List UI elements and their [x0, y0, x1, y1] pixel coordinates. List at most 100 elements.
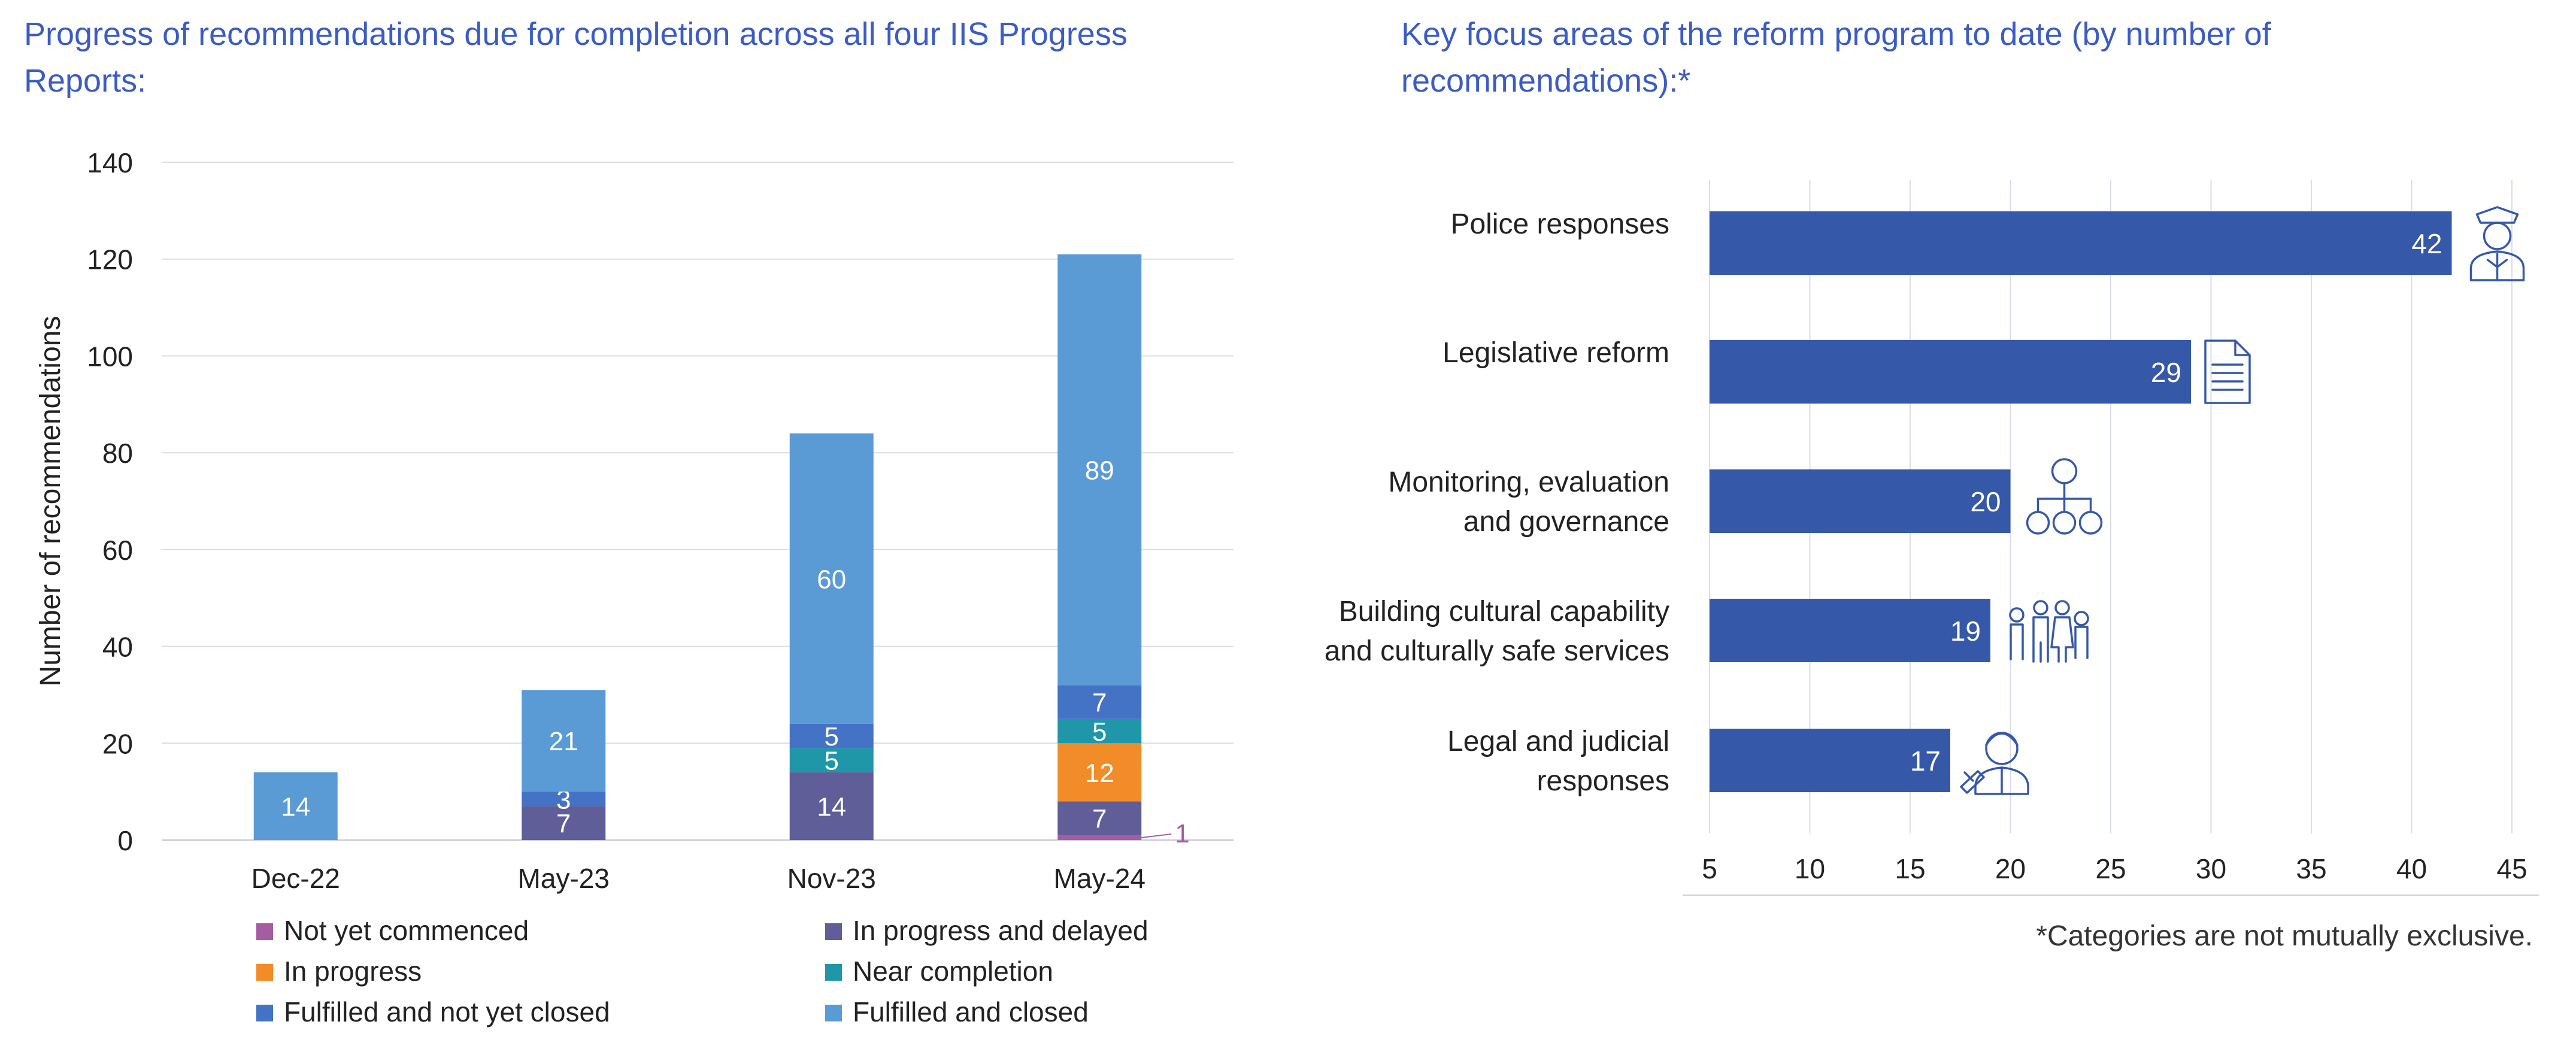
sub-person — [2026, 511, 2050, 535]
figure — [2074, 626, 2089, 659]
data-label: 29 — [2151, 357, 2181, 388]
footnote: *Categories are not mutually exclusive. — [2036, 920, 2533, 952]
bar-segment-in-progress — [1057, 743, 1142, 802]
x-tick-label: May-24 — [1054, 863, 1145, 894]
bar-segment-in-progress-and-delayed — [522, 806, 606, 840]
bar-family — [1710, 599, 1990, 662]
data-label: 19 — [1950, 616, 1981, 647]
data-label: 7 — [556, 810, 571, 839]
bar-segment-not-yet-commenced — [1057, 835, 1142, 840]
x-tick-label: 20 — [1995, 853, 2026, 884]
x-tick-label: 5 — [1702, 853, 1717, 884]
y-tick-label: 40 — [102, 632, 133, 663]
data-label: 14 — [281, 792, 310, 821]
legend-label: Not yet commenced — [284, 915, 529, 946]
bar-segment-fulfilled-and-not-yet-closed — [1057, 685, 1142, 719]
figure — [2010, 623, 2024, 660]
page-shape — [2204, 339, 2251, 404]
head-shape — [1985, 732, 2019, 765]
category-label: and culturally safe services — [1325, 635, 1669, 667]
bar-segment-fulfilled-and-closed — [522, 690, 606, 792]
legend-label: Near completion — [853, 956, 1053, 987]
legend-label: In progress — [284, 956, 422, 987]
bar-document — [1710, 340, 2191, 404]
bar-police-officer — [1710, 211, 2452, 275]
head — [2009, 607, 2025, 623]
bar-segment-fulfilled-and-closed — [253, 772, 338, 840]
x-tick-label: 45 — [2496, 853, 2527, 884]
body-shape — [2469, 250, 2525, 281]
legend-swatch-in-progress — [256, 964, 273, 981]
data-label: 5 — [1092, 717, 1107, 747]
data-label: 20 — [1970, 486, 2001, 517]
collar-shape — [2486, 253, 2508, 281]
bar-segment-fulfilled-and-closed — [1057, 254, 1142, 686]
y-tick-label: 140 — [87, 147, 133, 178]
x-tick-label: 40 — [2396, 853, 2427, 884]
left-chart-title: Progress of recommendations due for comp… — [24, 16, 1128, 99]
data-label: 89 — [1085, 456, 1114, 485]
x-tick-label: 30 — [2196, 853, 2226, 884]
data-label: 14 — [817, 792, 846, 821]
right-chart-title: Key focus areas of the reform program to… — [1401, 16, 2271, 99]
sub-person — [2078, 511, 2103, 535]
data-label: 5 — [825, 722, 839, 751]
x-tick-label: 10 — [1795, 853, 1825, 884]
cap-shape — [2475, 206, 2519, 224]
x-tick-label: Nov-23 — [787, 863, 876, 894]
data-label: 5 — [825, 747, 839, 776]
head — [2054, 600, 2070, 616]
bar-segment-fulfilled-and-not-yet-closed — [522, 792, 606, 807]
x-tick-label: 15 — [1895, 853, 1925, 884]
legend-label: Fulfilled and not yet closed — [284, 996, 610, 1027]
figure — [2050, 616, 2074, 663]
head — [2074, 611, 2089, 626]
y-tick-label: 20 — [102, 728, 133, 759]
y-axis-label: Number of recommendations — [35, 316, 66, 687]
bar-segment-fulfilled-and-closed — [789, 433, 874, 724]
data-label-leader — [1141, 833, 1172, 838]
connector — [2036, 482, 2092, 512]
gavel-shape — [1960, 770, 1985, 794]
judge-icon — [1960, 732, 2029, 795]
head-shape — [2483, 222, 2512, 250]
bar-segment-in-progress-and-delayed — [1057, 801, 1142, 835]
robe-shape — [1974, 766, 2029, 795]
data-label: 12 — [1085, 759, 1114, 788]
category-label: Monitoring, evaluation — [1388, 466, 1669, 498]
y-tick-label: 0 — [117, 825, 133, 856]
category-label: responses — [1537, 765, 1669, 797]
bar-segment-in-progress-and-delayed — [789, 772, 874, 840]
category-label: and governance — [1463, 506, 1669, 538]
bar-segment-fulfilled-and-not-yet-closed — [789, 723, 874, 748]
legend-swatch-fulfilled-and-not-yet-closed — [256, 1005, 273, 1021]
legend-swatch-in-progress-and-delayed — [825, 923, 842, 940]
category-label: Legal and judicial — [1447, 726, 1669, 757]
data-label: 60 — [817, 565, 846, 594]
bar-judge — [1710, 729, 1950, 792]
x-tick-label: Dec-22 — [251, 863, 340, 894]
x-tick-label: 35 — [2296, 853, 2326, 884]
bar-segment-near-completion — [1057, 718, 1142, 744]
y-tick-label: 80 — [102, 438, 133, 469]
legend-label: Fulfilled and closed — [853, 996, 1089, 1027]
data-label: 21 — [549, 727, 578, 756]
hair-shape — [1985, 732, 2019, 746]
legend-swatch-fulfilled-and-closed — [825, 1005, 842, 1021]
bar-org-chart — [1710, 469, 2011, 533]
figure — [2032, 616, 2049, 663]
org-chart-icon — [2026, 458, 2103, 535]
y-tick-label: 120 — [87, 244, 133, 275]
sub-person — [2052, 511, 2077, 535]
x-tick-label: May-23 — [518, 863, 610, 894]
data-label: 1 — [1175, 819, 1189, 848]
police-officer-icon — [2469, 206, 2525, 281]
data-label: 7 — [1092, 689, 1107, 718]
data-label: 7 — [1092, 805, 1107, 834]
y-tick-label: 100 — [87, 341, 133, 372]
legend-swatch-not-yet-commenced — [256, 923, 273, 940]
legend-label: In progress and delayed — [853, 915, 1148, 946]
y-tick-label: 60 — [102, 535, 133, 566]
category-label: Legislative reform — [1442, 337, 1669, 369]
